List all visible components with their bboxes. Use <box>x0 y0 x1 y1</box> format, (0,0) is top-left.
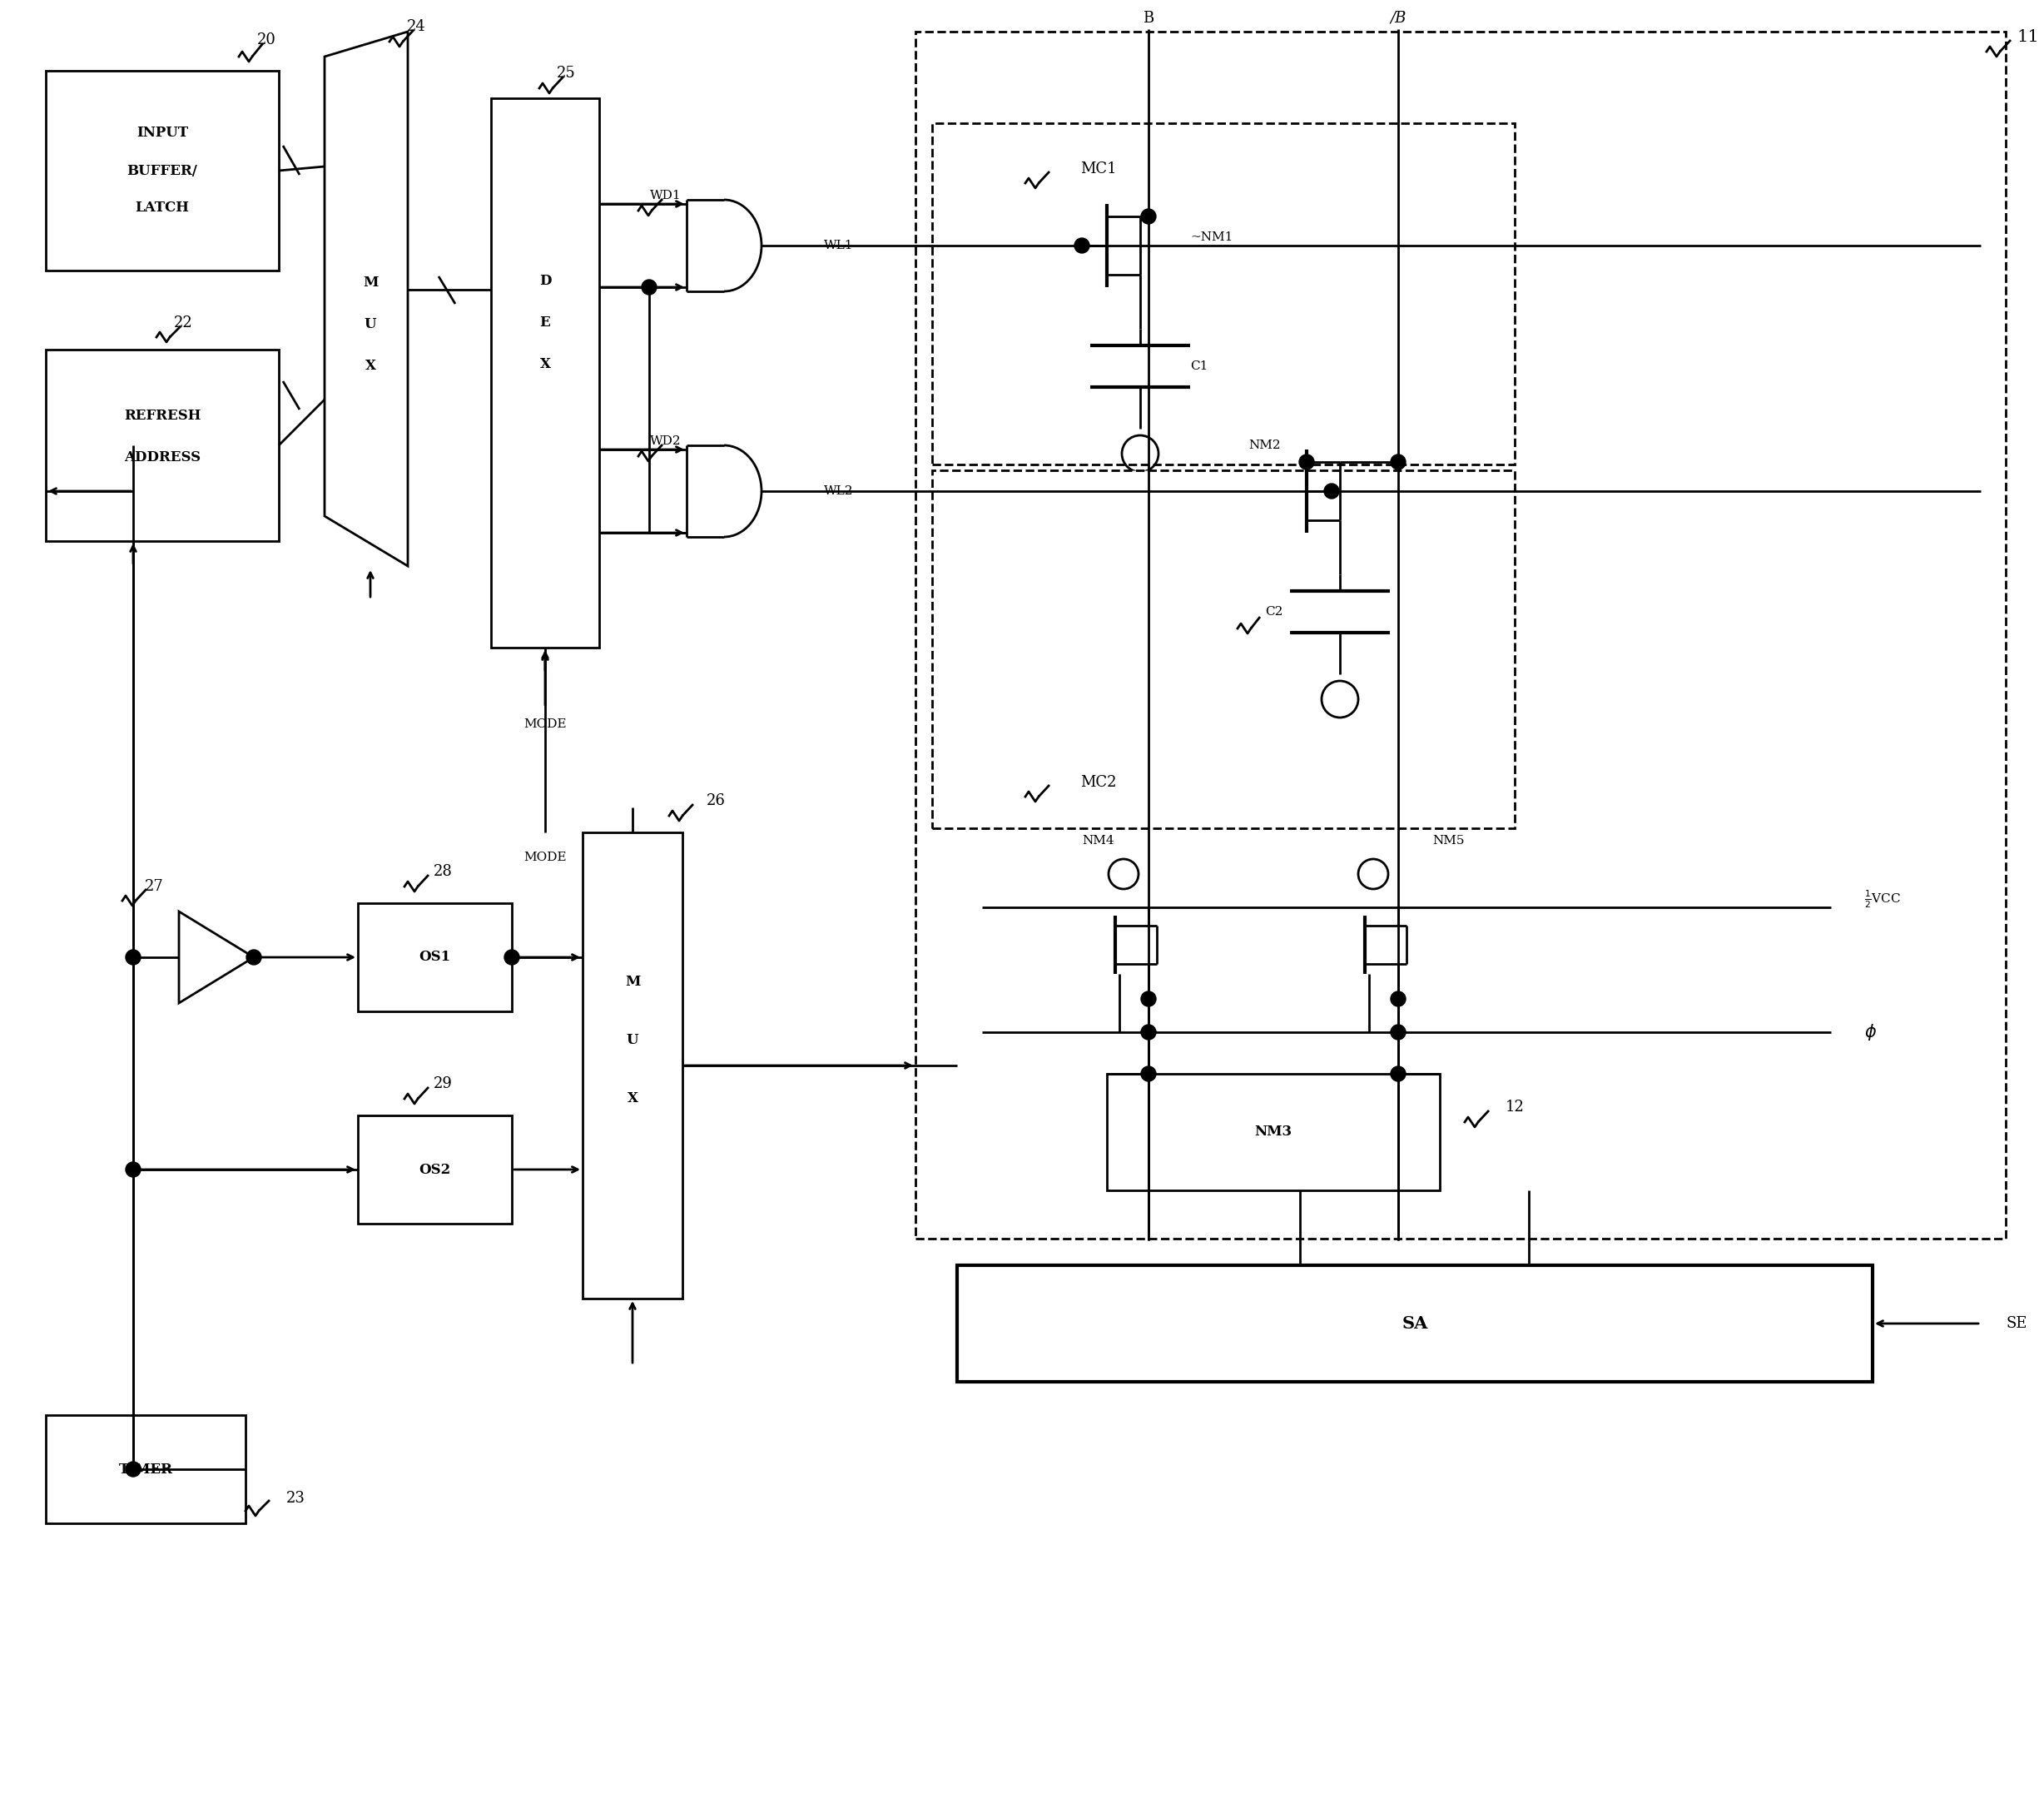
Text: NM2: NM2 <box>1249 439 1280 451</box>
Circle shape <box>125 1462 141 1476</box>
Text: /B: /B <box>1390 11 1406 25</box>
Circle shape <box>1300 455 1314 469</box>
Bar <box>932 124 1515 464</box>
Bar <box>916 32 2005 1239</box>
Circle shape <box>1325 484 1339 498</box>
Text: 24: 24 <box>407 20 425 34</box>
Bar <box>45 70 278 270</box>
Text: 20: 20 <box>258 32 276 47</box>
Text: NM4: NM4 <box>1083 834 1114 847</box>
Bar <box>583 832 683 1298</box>
Text: ADDRESS: ADDRESS <box>125 451 200 466</box>
Text: E: E <box>540 316 550 331</box>
Circle shape <box>1141 1025 1157 1039</box>
Text: MODE: MODE <box>523 852 566 863</box>
Text: X: X <box>366 360 376 374</box>
Text: MC1: MC1 <box>1081 162 1116 176</box>
Text: X: X <box>540 358 550 372</box>
Text: 12: 12 <box>1504 1100 1525 1115</box>
Circle shape <box>1390 1025 1406 1039</box>
Text: 27: 27 <box>145 879 164 894</box>
Circle shape <box>125 1162 141 1178</box>
Circle shape <box>1075 237 1089 254</box>
Text: 25: 25 <box>556 67 576 81</box>
Text: SE: SE <box>2005 1316 2028 1331</box>
Bar <box>932 471 1515 829</box>
Text: 11: 11 <box>2017 29 2040 45</box>
Circle shape <box>1390 455 1406 469</box>
Text: BUFFER/: BUFFER/ <box>127 164 198 178</box>
Text: B: B <box>1143 11 1155 25</box>
Bar <box>1108 1073 1439 1190</box>
Text: TIMER: TIMER <box>119 1462 172 1476</box>
Text: REFRESH: REFRESH <box>125 410 200 423</box>
Bar <box>358 1115 511 1224</box>
Text: $\phi$: $\phi$ <box>1864 1023 1876 1043</box>
Text: 23: 23 <box>286 1491 305 1507</box>
Circle shape <box>642 280 656 295</box>
Text: D: D <box>540 275 552 288</box>
Polygon shape <box>180 912 253 1003</box>
Text: WD1: WD1 <box>650 191 681 201</box>
Text: SA: SA <box>1402 1314 1429 1332</box>
Circle shape <box>1141 1066 1157 1081</box>
Bar <box>957 1266 1872 1383</box>
Text: NM3: NM3 <box>1255 1126 1292 1140</box>
Text: 29: 29 <box>433 1077 452 1091</box>
Text: M: M <box>362 275 378 289</box>
Text: WL2: WL2 <box>824 485 854 496</box>
Text: LATCH: LATCH <box>135 201 190 216</box>
Text: OS1: OS1 <box>419 949 450 964</box>
Circle shape <box>125 949 141 966</box>
Circle shape <box>1390 1066 1406 1081</box>
Circle shape <box>1141 209 1157 225</box>
Bar <box>358 903 511 1010</box>
Circle shape <box>247 949 262 966</box>
Text: WL1: WL1 <box>824 239 854 252</box>
Text: X: X <box>628 1091 638 1106</box>
Bar <box>45 1415 245 1523</box>
Circle shape <box>1141 991 1157 1007</box>
Text: $\frac{1}{2}$VCC: $\frac{1}{2}$VCC <box>1864 888 1901 910</box>
Text: 22: 22 <box>174 315 192 331</box>
Bar <box>491 99 599 647</box>
Text: C2: C2 <box>1265 606 1284 619</box>
Circle shape <box>1390 991 1406 1007</box>
Polygon shape <box>325 32 409 566</box>
Text: INPUT: INPUT <box>137 126 188 140</box>
Text: U: U <box>625 1034 638 1048</box>
Text: 28: 28 <box>433 865 452 879</box>
Text: WD2: WD2 <box>650 435 681 448</box>
Text: NM5: NM5 <box>1433 834 1464 847</box>
Text: MODE: MODE <box>523 719 566 730</box>
Text: ~NM1: ~NM1 <box>1190 232 1233 243</box>
Text: C1: C1 <box>1190 360 1208 372</box>
Circle shape <box>505 949 519 966</box>
Text: M: M <box>625 975 640 989</box>
Bar <box>45 349 278 541</box>
Text: 26: 26 <box>707 793 726 809</box>
Text: OS2: OS2 <box>419 1163 450 1176</box>
Text: MC2: MC2 <box>1081 775 1116 789</box>
Text: U: U <box>364 318 376 331</box>
